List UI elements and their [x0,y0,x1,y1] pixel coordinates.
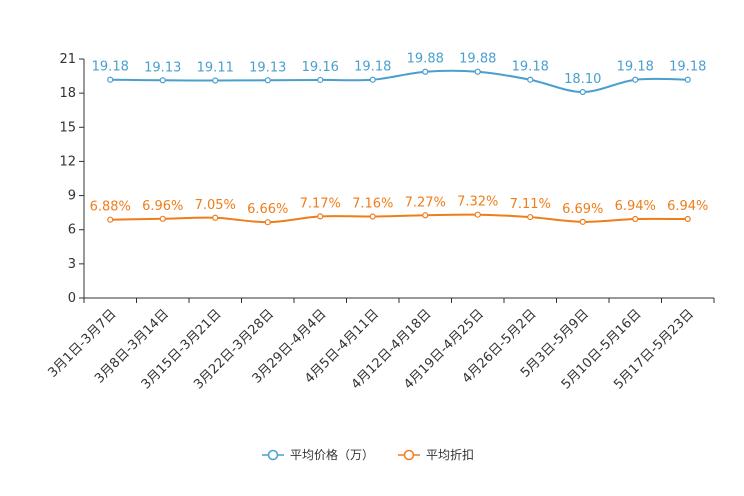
series-0-point[interactable] [264,77,271,84]
series-0-point[interactable] [527,76,534,83]
series-0-point[interactable] [159,77,166,84]
series-0-data-label: 19.18 [617,60,654,75]
series-1-point[interactable] [369,213,376,220]
series-1-data-label: 6.94% [615,199,656,214]
series-0-data-label: 19.16 [302,60,339,75]
y-tick-label: 12 [59,154,76,169]
series-0-point[interactable] [317,76,324,84]
series-1-point[interactable] [107,216,114,223]
series-1-data-label: 7.32% [457,195,498,210]
series-1-point[interactable] [264,219,271,226]
series-1-data-label: 7.27% [405,195,446,210]
series-0-data-label: 19.13 [144,60,181,75]
series-0-point[interactable] [579,88,586,96]
series-0-data-label: 19.88 [407,52,444,67]
legend-discount-marker-icon [403,449,415,461]
legend-item-discount[interactable]: 平均折扣 [398,447,474,462]
series-1-line [110,213,688,224]
series-1-data-label: 6.96% [142,199,183,214]
series-1-data-label: 6.88% [90,200,131,215]
series-1: 6.88% 6.96% 7.05% 6.66% 7.17% 7.16% 7.27% 7.32%… [90,195,708,226]
series-1-data-label: 7.16% [352,197,393,212]
y-ticks: 0 3 6 9 12 15 18 21 [59,52,84,306]
series-0-point[interactable] [369,76,376,83]
series-0-point[interactable] [107,76,114,83]
series-0-data-label: 19.88 [459,52,496,67]
series-layer: 19.18 19.13 19.11 19.13 19.16 19.18 19.88 19.88… [90,52,708,226]
series-1-point[interactable] [159,215,166,222]
y-tick-label: 9 [68,189,76,204]
series-1-point[interactable] [422,212,429,219]
series-0-data-label: 19.18 [669,60,706,75]
series-1-point[interactable] [632,215,639,223]
legend-price-marker-icon [267,449,279,461]
series-1-data-label: 7.17% [300,196,341,211]
axes [83,59,714,299]
y-tick-label: 18 [59,86,76,101]
legend-item-price[interactable]: 平均价格（万） [262,447,374,462]
y-tick-label: 6 [68,223,76,238]
series-0-data-label: 19.13 [249,60,286,75]
series-0-data-label: 19.11 [197,61,234,76]
legend-discount-label: 平均折扣 [426,447,474,462]
series-0-point[interactable] [474,68,481,75]
series-1-point[interactable] [579,218,586,225]
y-tick-label: 15 [59,120,76,135]
legend-price-label: 平均价格（万） [290,447,374,462]
series-0-data-label: 19.18 [354,60,391,75]
x-ticks: 3月1日-3月7日3月8日-3月14日3月15日-3月21日3月22日-3月28… [45,298,715,392]
legend: 平均价格（万） 平均折扣 [262,447,474,462]
y-tick-label: 3 [68,257,76,272]
series-0-point[interactable] [632,76,639,83]
series-1-data-label: 6.66% [247,202,288,217]
series-1-point[interactable] [474,211,481,218]
series-1-data-label: 7.11% [510,197,551,212]
y-tick-label: 21 [59,52,76,67]
series-0-line [110,69,688,94]
series-1-point[interactable] [212,214,219,221]
series-0-data-label: 19.18 [92,60,129,75]
series-1-data-label: 6.94% [667,199,708,214]
series-0-data-label: 18.10 [564,72,601,87]
series-1-point[interactable] [317,213,324,220]
series-0-point[interactable] [684,76,691,83]
series-0-data-label: 19.18 [512,60,549,75]
series-1-data-label: 7.05% [195,198,236,213]
series-0-point[interactable] [422,68,429,75]
series-0-point[interactable] [212,77,219,84]
series-1-data-label: 6.69% [562,202,603,217]
series-1-point[interactable] [527,213,534,221]
series-1-point[interactable] [684,215,691,223]
y-tick-label: 0 [68,291,76,306]
series-0: 19.18 19.13 19.11 19.13 19.16 19.18 19.88 19.88… [92,52,706,96]
